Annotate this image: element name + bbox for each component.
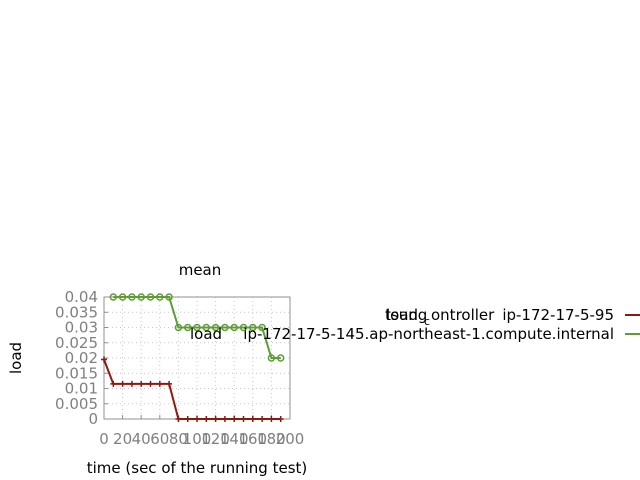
x-tick-label: 120	[201, 430, 230, 448]
series-1-point	[166, 380, 173, 387]
y-tick-label: 0	[88, 410, 98, 428]
series-1-point	[259, 416, 266, 422]
series-1-point	[212, 416, 219, 422]
series-1-point	[147, 380, 154, 387]
legend-label-series-1: load tsung c ontroller ip-172-17-5-95	[385, 306, 614, 329]
series-1-point	[249, 416, 256, 422]
x-tick-label: 40	[132, 430, 151, 448]
legend-label-series-1-part-e: ip-172-17-5-95	[502, 306, 614, 324]
x-axis-label: time (sec of the running test)	[87, 459, 308, 477]
series-1-point	[138, 380, 145, 387]
legend-label-series-1-part-c: c	[424, 315, 430, 328]
grid	[103, 296, 291, 420]
series-2-point	[258, 323, 266, 332]
x-tick-label: 200	[276, 430, 305, 448]
series-2-point	[267, 354, 276, 362]
y-tick-label: 0.015	[55, 364, 98, 382]
y-tick-label: 0.005	[55, 395, 98, 413]
chart-title: mean	[179, 261, 222, 279]
series-1-point	[240, 416, 247, 422]
legend-entry-series-2: load ip-172-17-5-145.ap-northeast-1.comp…	[190, 325, 640, 343]
x-tick-label: 20	[113, 430, 132, 448]
legend-label-series-2: load ip-172-17-5-145.ap-northeast-1.comp…	[190, 325, 614, 343]
x-tick-label: 140	[220, 430, 249, 448]
series-2-line	[113, 296, 281, 359]
series-2-point	[276, 354, 285, 362]
legend-label-series-1-part-b: tsung	[385, 306, 427, 324]
y-tick-label: 0.025	[55, 334, 98, 352]
series-1-point	[184, 416, 191, 422]
series-1-point	[268, 416, 275, 422]
series-2-point	[221, 323, 229, 332]
series-2-point	[211, 323, 220, 332]
y-axis-label: load	[7, 342, 25, 374]
y-tick-label: 0.02	[65, 349, 98, 367]
x-tick-label: 100	[183, 430, 212, 448]
series-2-point	[174, 323, 183, 332]
series-1-point	[156, 380, 163, 387]
series-2-point	[239, 323, 248, 332]
series-1-point	[277, 416, 284, 422]
x-tick-label: 180	[257, 430, 286, 448]
series-1-point	[110, 380, 117, 387]
x-tick-label: 0	[99, 430, 109, 448]
y-tick-label: 0.03	[65, 319, 98, 337]
series-1-point	[128, 380, 135, 387]
series-1	[101, 356, 284, 422]
legend-label-series-2-part-a: load	[190, 325, 222, 343]
x-tick-label: 80	[169, 430, 188, 448]
series-2-point	[156, 293, 164, 301]
legend-label-series-2-part-b: ip-172-17-5-145.ap-northeast-1.compute.i…	[243, 325, 614, 343]
series-2-point	[146, 293, 155, 301]
series-1-point	[203, 416, 210, 422]
y-tick-label: 0.01	[65, 380, 98, 398]
series-1-line	[103, 359, 281, 420]
series-2-point	[249, 323, 257, 332]
series-2-point	[109, 293, 118, 301]
series-2-point	[202, 323, 211, 332]
series-2-point	[165, 293, 173, 301]
series-2-point	[118, 293, 127, 301]
series-2-point	[193, 323, 201, 332]
series-2-point	[230, 323, 238, 332]
y-tick-label: 0.035	[55, 303, 98, 321]
plot-area	[101, 293, 285, 422]
series-2-point	[137, 293, 145, 301]
series-1-point	[221, 416, 228, 422]
series-1-point	[231, 416, 238, 422]
legend: load tsung c ontroller ip-172-17-5-95 lo…	[190, 306, 640, 343]
series-1-point	[175, 416, 182, 422]
x-tick-label: 60	[150, 430, 169, 448]
legend-label-series-1-part-a: load	[386, 306, 418, 324]
x-tick-label: 160	[238, 430, 267, 448]
legend-label-series-1-part-d: ontroller	[431, 306, 495, 324]
series-1-point	[194, 416, 200, 422]
series-1-point	[101, 356, 107, 363]
series-1-point	[119, 380, 126, 387]
legend-entry-series-1: load tsung c ontroller ip-172-17-5-95	[385, 306, 640, 329]
y-tick-label: 0.04	[65, 288, 98, 306]
series-2	[109, 293, 285, 362]
series-2-point	[128, 293, 136, 301]
series-2-point	[183, 323, 192, 332]
